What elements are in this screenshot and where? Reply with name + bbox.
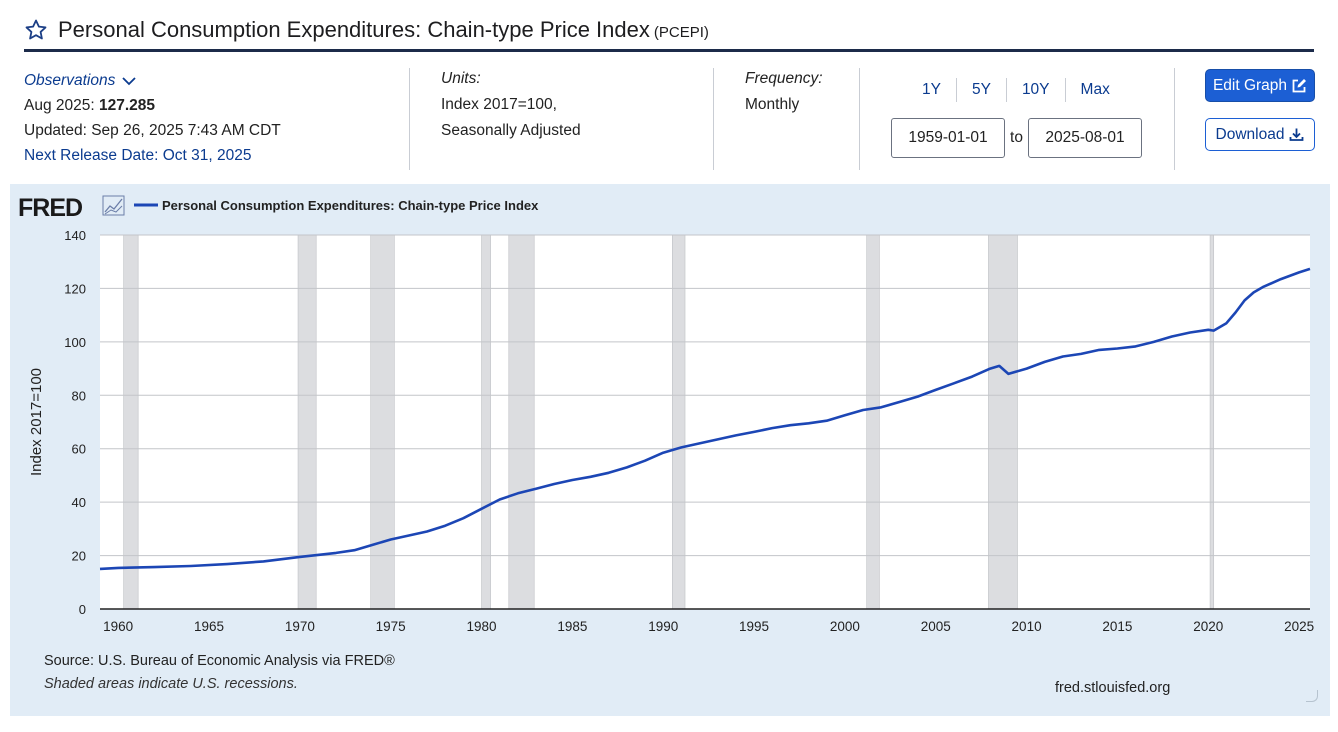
recession-band [508, 234, 535, 610]
units-label: Units: [441, 70, 481, 87]
recession-band [988, 234, 1018, 610]
x-tick-label: 2025 [1284, 619, 1314, 634]
recession-band [866, 234, 880, 610]
x-axis-ticks: 1960 1965 1970 1975 1980 1985 1990 1995 2000 2005… [103, 619, 1314, 634]
grid [100, 234, 1310, 557]
edit-icon [1292, 78, 1307, 92]
x-tick-label: 1960 [103, 619, 133, 634]
x-tick-label: 2015 [1102, 619, 1132, 634]
recession-band [123, 234, 139, 610]
source-text: Source: U.S. Bureau of Economic Analysis… [44, 653, 395, 669]
range-10y-button[interactable]: 10Y [1007, 78, 1066, 102]
latest-observation-value: 127.285 [99, 97, 156, 114]
x-tick-label: 1990 [648, 619, 678, 634]
series-title-text: Personal Consumption Expenditures: Chain… [58, 16, 650, 42]
recession-band [297, 234, 317, 610]
download-button[interactable]: Download [1205, 118, 1315, 151]
chevron-down-icon [122, 76, 136, 85]
plot-area [100, 235, 1310, 609]
series-line-pcepi[interactable] [99, 267, 1311, 571]
range-1y-button[interactable]: 1Y [907, 78, 957, 102]
x-tick-label: 2020 [1193, 619, 1223, 634]
recession-band [370, 234, 395, 610]
x-tick-label: 1980 [467, 619, 497, 634]
range-buttons: 1Y 5Y 10Y Max [907, 78, 1125, 102]
chart-svg[interactable]: FRED Personal Consumption Expenditures: … [10, 184, 1330, 716]
fred-site-link[interactable]: fred.stlouisfed.org [1055, 680, 1171, 696]
frequency-block: Frequency: Monthly [745, 66, 823, 118]
latest-observation: Aug 2025: 127.285 [24, 93, 281, 118]
y-tick-label: 100 [64, 335, 86, 350]
series-title-bar: Personal Consumption Expenditures: Chain… [24, 10, 1314, 52]
units-line-1: Index 2017=100, [441, 96, 557, 113]
x-tick-label: 1965 [194, 619, 224, 634]
fred-logo: FRED [18, 194, 82, 222]
star-icon[interactable] [24, 18, 48, 42]
divider [859, 68, 860, 170]
chart-source: Source: U.S. Bureau of Economic Analysis… [44, 650, 395, 696]
chart-icon [102, 195, 125, 216]
edit-graph-label: Edit Graph [1212, 76, 1288, 94]
date-range-separator: to [1010, 129, 1023, 146]
recession-band [1209, 234, 1215, 610]
next-release-date[interactable]: Next Release Date: Oct 31, 2025 [24, 147, 252, 164]
divider [1174, 68, 1175, 170]
y-tick-label: 140 [64, 228, 86, 243]
x-tick-label: 1985 [557, 619, 587, 634]
y-tick-label: 80 [72, 388, 86, 403]
recession-note: Shaded areas indicate U.S. recessions. [44, 676, 298, 692]
download-icon [1290, 128, 1304, 141]
resize-handle[interactable] [1306, 690, 1318, 702]
x-tick-label: 1970 [285, 619, 315, 634]
y-axis-ticks: 0 20 40 60 80 100 120 140 [64, 228, 86, 617]
range-5y-button[interactable]: 5Y [957, 78, 1007, 102]
x-tick-label: 2000 [830, 619, 860, 634]
recession-band [671, 234, 686, 610]
edit-graph-button[interactable]: Edit Graph [1205, 69, 1315, 102]
chart-panel: FRED Personal Consumption Expenditures: … [10, 184, 1330, 716]
x-tick-label: 2005 [921, 619, 951, 634]
y-axis-label: Index 2017=100 [28, 368, 45, 476]
series-code: (PCEPI) [653, 23, 709, 41]
units-line-2: Seasonally Adjusted [441, 122, 581, 139]
date-range-picker: 1959-01-01 to 2025-08-01 [891, 118, 1142, 158]
x-tick-label: 1995 [739, 619, 769, 634]
range-max-button[interactable]: Max [1080, 81, 1110, 98]
observations-block: Observations Aug 2025: 127.285 Updated: … [24, 68, 281, 168]
download-label: Download [1215, 125, 1285, 143]
divider [713, 68, 714, 170]
observations-label: Observations [24, 72, 116, 89]
divider [409, 68, 410, 170]
frequency-label: Frequency: [745, 70, 823, 87]
recession-shading [123, 234, 1215, 610]
updated-timestamp: Updated: Sep 26, 2025 7:43 AM CDT [24, 122, 281, 139]
x-tick-label: 1975 [376, 619, 406, 634]
legend-label: Personal Consumption Expenditures: Chain… [162, 198, 539, 213]
frequency-value: Monthly [745, 96, 800, 113]
recession-band [481, 234, 491, 610]
latest-observation-date: Aug 2025: [24, 97, 95, 114]
units-block: Units: Index 2017=100, Seasonally Adjust… [441, 66, 581, 144]
x-tick-label: 2010 [1012, 619, 1042, 634]
series-info-panel: Observations Aug 2025: 127.285 Updated: … [24, 64, 1320, 176]
y-tick-label: 60 [72, 442, 86, 457]
y-tick-label: 120 [64, 281, 86, 296]
y-tick-label: 40 [72, 495, 86, 510]
start-date-input[interactable]: 1959-01-01 [891, 118, 1005, 158]
y-tick-label: 0 [79, 602, 86, 617]
y-tick-label: 20 [72, 549, 86, 564]
end-date-input[interactable]: 2025-08-01 [1028, 118, 1142, 158]
observations-toggle[interactable]: Observations [24, 68, 281, 93]
page-title: Personal Consumption Expenditures: Chain… [58, 17, 709, 43]
